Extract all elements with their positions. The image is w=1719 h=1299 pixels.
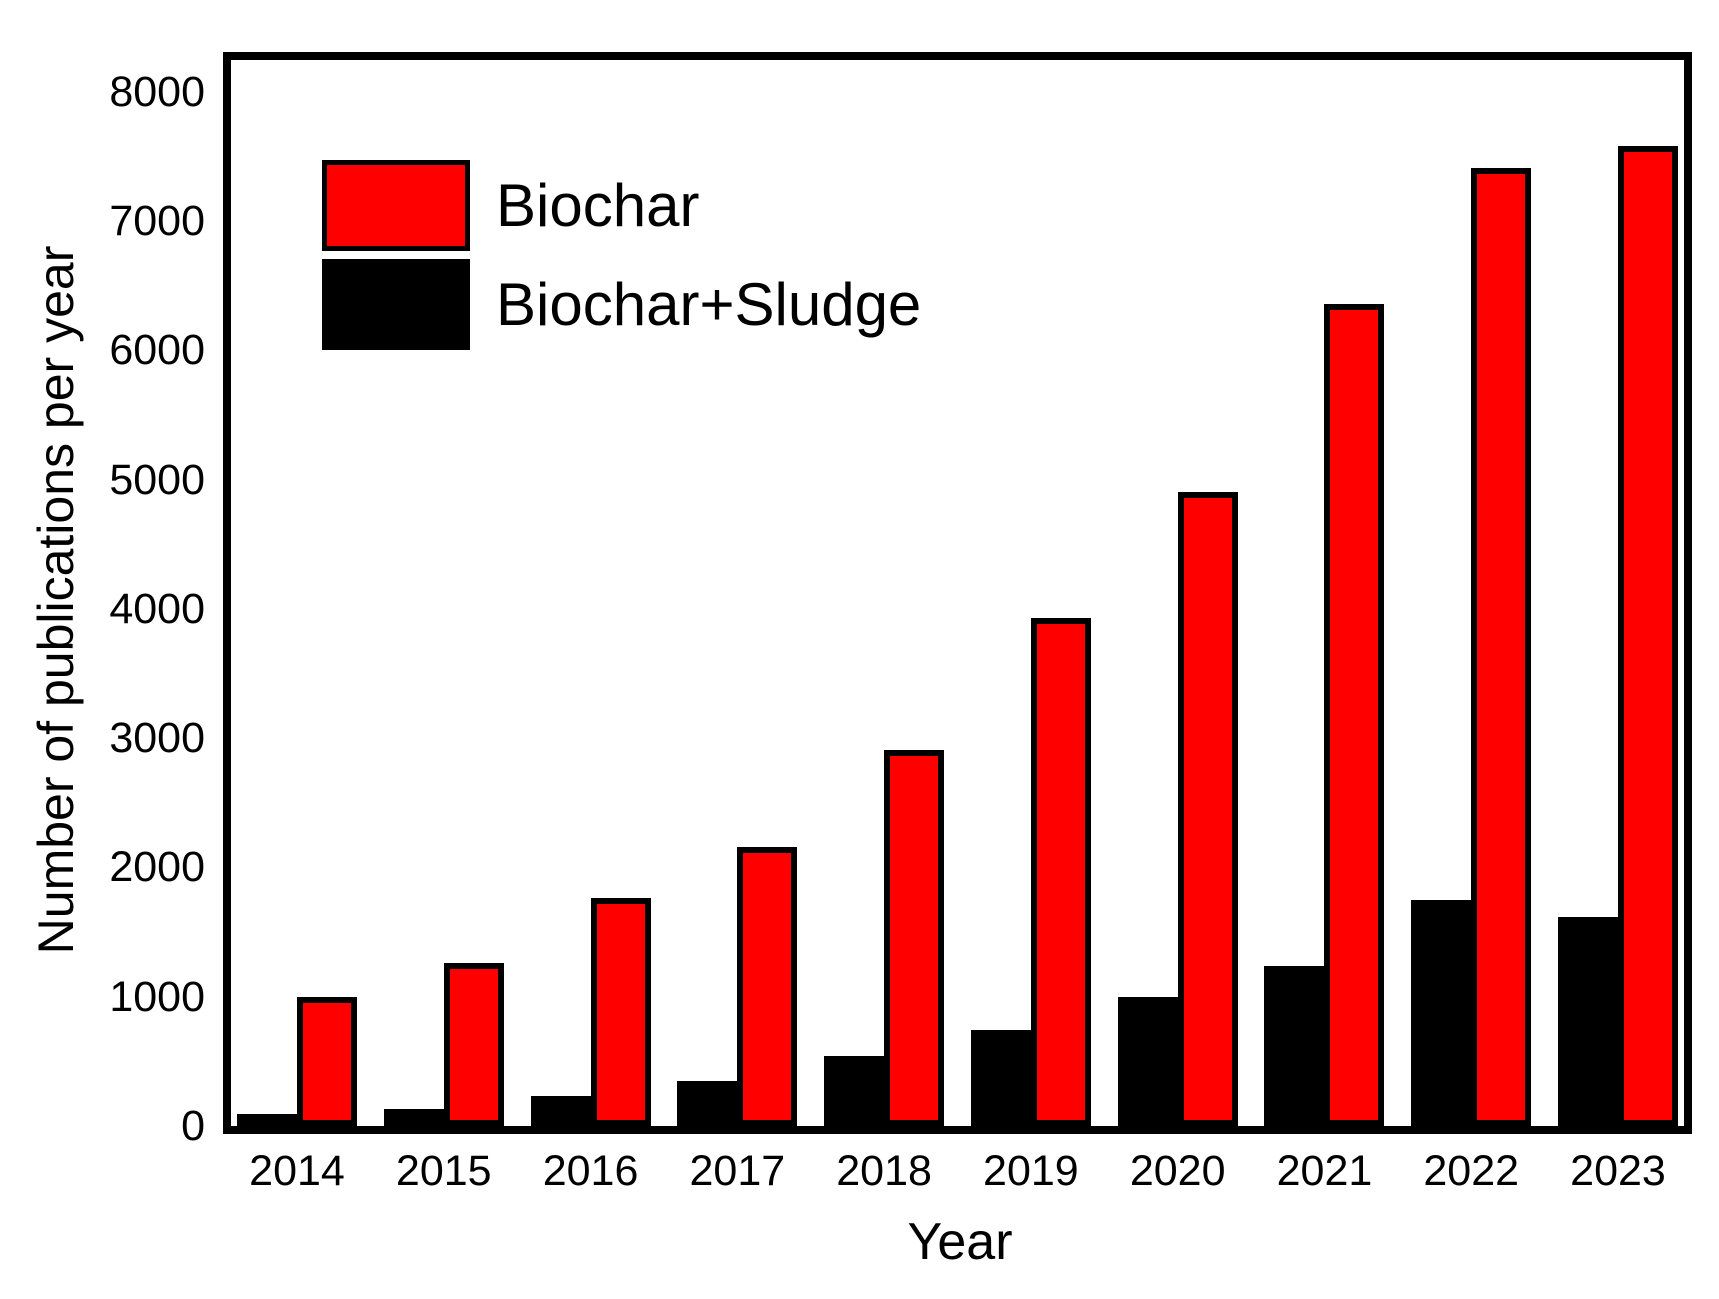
x-tick-label-2015: 2015 (395, 1147, 492, 1195)
x-tick-label-2017: 2017 (689, 1147, 786, 1195)
y-tick-label-3000: 3000 (109, 714, 205, 763)
bar-biochar-2021 (1324, 303, 1385, 1126)
plot-area-frame (223, 52, 1692, 1134)
bar-biochar-2019 (1030, 617, 1091, 1126)
y-tick-label-6000: 6000 (109, 326, 205, 375)
legend-row-biochar: Biochar (322, 160, 921, 251)
bar-biochar-2016 (590, 898, 651, 1126)
bar-biochar-sludge-2019 (970, 1030, 1031, 1126)
legend-row-biochar-sludge: Biochar+Sludge (322, 259, 921, 350)
bar-biochar-2018 (884, 749, 945, 1126)
bar-biochar-2020 (1177, 492, 1238, 1126)
x-tick-label-2014: 2014 (249, 1147, 345, 1195)
y-tick-label-1000: 1000 (109, 972, 205, 1021)
bar-biochar-sludge-2016 (530, 1096, 591, 1126)
bar-biochar-2017 (737, 846, 798, 1126)
bar-biochar-sludge-2015 (383, 1109, 444, 1126)
bar-biochar-2022 (1471, 167, 1532, 1126)
legend-label-biochar: Biochar (496, 171, 700, 239)
bar-biochar-sludge-2023 (1558, 916, 1619, 1126)
bar-biochar-sludge-2022 (1411, 899, 1472, 1126)
bar-biochar-sludge-2017 (677, 1080, 738, 1126)
x-tick-label-2018: 2018 (836, 1147, 932, 1195)
x-axis-title: Year (907, 1213, 1013, 1271)
x-tick-label-2021: 2021 (1276, 1147, 1373, 1195)
legend-swatch-biochar-icon (322, 160, 470, 251)
bar-biochar-2015 (443, 963, 504, 1126)
x-tick-label-2019: 2019 (983, 1147, 1079, 1195)
legend-label-biochar-sludge: Biochar+Sludge (496, 270, 922, 338)
y-tick-label-5000: 5000 (109, 455, 205, 504)
y-tick-label-2000: 2000 (109, 843, 205, 892)
legend: Biochar Biochar+Sludge (322, 160, 921, 358)
y-tick-label-4000: 4000 (109, 584, 205, 633)
bar-biochar-sludge-2018 (824, 1056, 885, 1126)
bar-biochar-2023 (1618, 145, 1679, 1126)
bar-biochar-sludge-2020 (1117, 996, 1178, 1126)
x-tick-label-2023: 2023 (1570, 1147, 1666, 1195)
y-tick-label-8000: 8000 (109, 67, 205, 116)
x-tick-label-2016: 2016 (542, 1147, 639, 1195)
y-tick-label-0: 0 (181, 1102, 205, 1150)
bar-biochar-sludge-2014 (237, 1114, 297, 1127)
bar-biochar-2014 (297, 996, 357, 1126)
legend-swatch-biochar-sludge-icon (322, 259, 470, 350)
x-tick-label-2020: 2020 (1129, 1147, 1226, 1195)
x-tick-label-2022: 2022 (1423, 1147, 1520, 1195)
bar-biochar-sludge-2021 (1264, 965, 1325, 1126)
y-tick-label-7000: 7000 (109, 196, 205, 245)
